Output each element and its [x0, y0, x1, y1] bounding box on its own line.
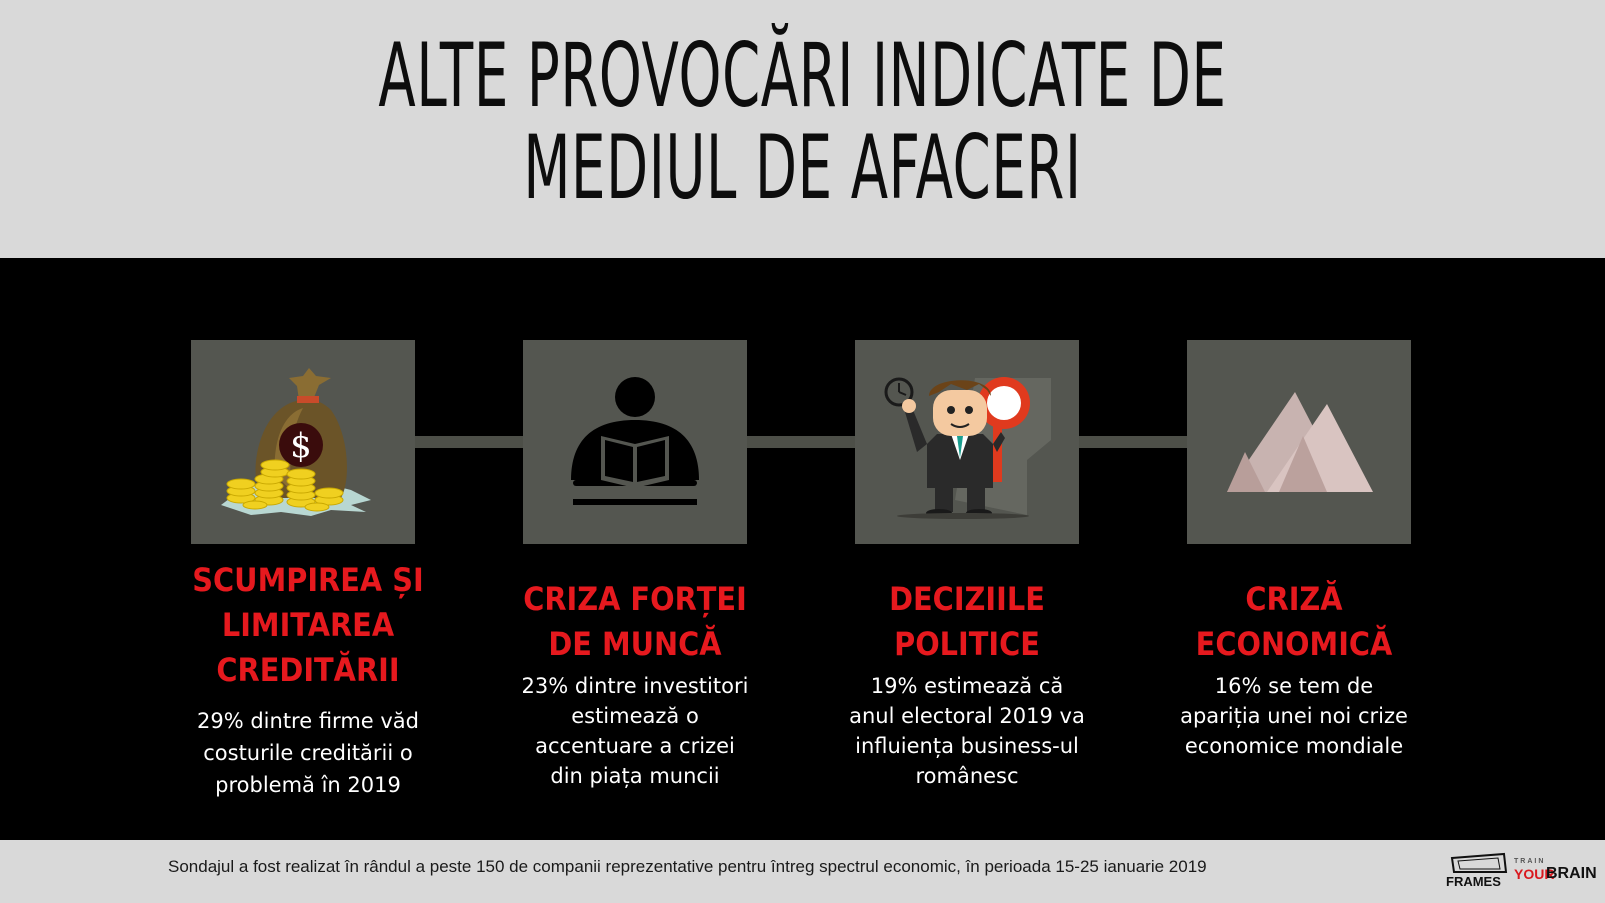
survey-footnote: Sondajul a fost realizat în rândul a pes… — [168, 857, 1207, 876]
heading-line: CRIZA FORȚEI — [523, 580, 747, 618]
title-line-1: ALTE PROVOCĂRI INDICATE DE — [378, 24, 1227, 127]
desc-line: estimează o — [571, 704, 699, 728]
desc-line: 19% estimează că — [870, 674, 1064, 698]
logos: FRAMES TRAIN YOUR BRAIN — [1446, 852, 1597, 898]
desc-line: 23% dintre investitori — [521, 674, 749, 698]
header: ALTE PROVOCĂRI INDICATE DE MEDIUL DE AFA… — [0, 0, 1605, 258]
train-logo-text: TRAIN — [1514, 858, 1546, 865]
reading-person-icon — [571, 377, 699, 505]
item-workforce: CRIZA FORȚEI DE MUNCĂ 23% dintre investi… — [485, 577, 785, 791]
connector-3 — [1079, 436, 1187, 448]
heading-line: CREDITĂRII — [216, 651, 400, 689]
desc-line: influiența business-ul — [855, 734, 1079, 758]
item-credit-description: 29% dintre firme văd costurile creditări… — [158, 705, 458, 801]
desc-line: 29% dintre firme văd — [197, 709, 419, 733]
heading-line: POLITICE — [894, 625, 1040, 663]
money-bag-icon: $ — [221, 368, 371, 516]
item-political-heading: DECIZIILE POLITICE — [832, 577, 1102, 667]
footer: Sondajul a fost realizat în rândul a pes… — [0, 840, 1605, 903]
item-credit-heading: SCUMPIREA ȘI LIMITAREA CREDITĂRII — [173, 558, 443, 693]
desc-line: problemă în 2019 — [215, 773, 401, 797]
desc-line: românesc — [915, 764, 1019, 788]
heading-line: LIMITAREA — [221, 606, 395, 644]
businessman-sign-icon — [884, 377, 1051, 519]
brain-logo-text: BRAIN — [1546, 865, 1597, 882]
item-workforce-heading: CRIZA FORȚEI DE MUNCĂ — [500, 577, 770, 667]
tile-workforce — [523, 340, 747, 544]
desc-line: costurile creditării o — [203, 741, 413, 765]
tile-political — [855, 340, 1079, 544]
svg-text:$: $ — [290, 426, 312, 466]
desc-line: 16% se tem de — [1214, 674, 1374, 698]
item-political-description: 19% estimează că anul electoral 2019 va … — [817, 671, 1117, 791]
desc-line: economice mondiale — [1184, 734, 1404, 758]
desc-line: din piața muncii — [550, 764, 720, 788]
item-workforce-description: 23% dintre investitori estimează o accen… — [485, 671, 785, 791]
desc-line: apariția unei noi crize — [1180, 704, 1408, 728]
item-political: DECIZIILE POLITICE 19% estimează că anul… — [817, 577, 1117, 791]
connector-1 — [415, 436, 523, 448]
heading-line: SCUMPIREA ȘI — [192, 561, 424, 599]
your-logo-text: YOUR — [1514, 866, 1555, 882]
frames-logo-text: FRAMES — [1446, 874, 1501, 889]
connector-2 — [747, 436, 855, 448]
item-credit: SCUMPIREA ȘI LIMITAREA CREDITĂRII 29% di… — [158, 558, 458, 801]
frames-logo-icon — [1450, 852, 1508, 873]
item-economic-heading: CRIZĂ ECONOMICĂ — [1159, 577, 1429, 667]
heading-line: ECONOMICĂ — [1195, 625, 1393, 663]
tile-economic — [1187, 340, 1411, 544]
item-economic: CRIZĂ ECONOMICĂ 16% se tem de apariția u… — [1144, 577, 1444, 761]
item-economic-description: 16% se tem de apariția unei noi crize ec… — [1144, 671, 1444, 761]
heading-line: DECIZIILE — [889, 580, 1045, 618]
heading-line: CRIZĂ — [1245, 580, 1343, 618]
page-title: ALTE PROVOCĂRI INDICATE DE MEDIUL DE AFA… — [305, 30, 1300, 214]
mountains-icon — [1227, 392, 1373, 492]
desc-line: anul electoral 2019 va — [849, 704, 1085, 728]
desc-line: accentuare a crizei — [535, 734, 735, 758]
title-line-2: MEDIUL DE AFACERI — [523, 116, 1082, 219]
heading-line: DE MUNCĂ — [548, 625, 722, 663]
tile-credit: $ — [191, 340, 415, 544]
